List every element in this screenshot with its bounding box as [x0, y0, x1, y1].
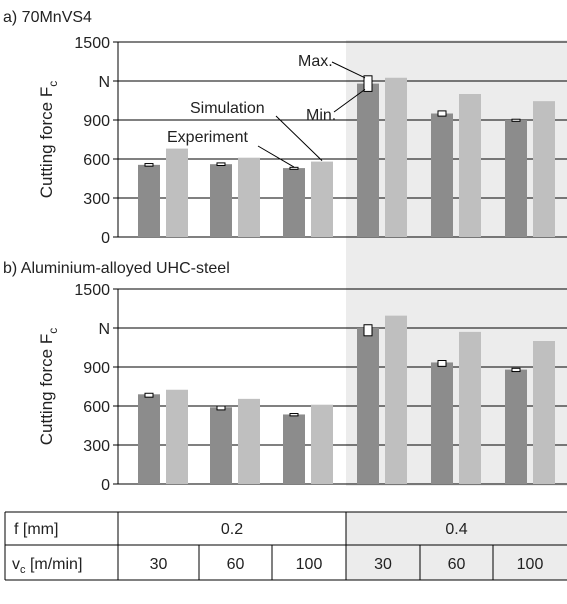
bar-simulation: [238, 157, 260, 237]
f-label: f [mm]: [14, 521, 58, 538]
bar-experiment: [431, 362, 453, 484]
min-max-box: [363, 324, 373, 337]
min-max-box: [363, 75, 373, 92]
y-tick-label: N: [98, 321, 110, 338]
f-value: 0.2: [221, 521, 243, 538]
bar-experiment: [357, 83, 379, 237]
bar-experiment: [210, 164, 232, 237]
f-value: 0.4: [445, 521, 467, 538]
bar-experiment: [210, 407, 232, 484]
annotation-simulation: Simulation: [190, 100, 265, 117]
chart-title: b) Aluminium-alloyed UHC-steel: [3, 260, 230, 277]
bar-experiment: [138, 394, 160, 484]
y-axis-label: Cutting force Fc: [37, 81, 60, 199]
min-max-box: [144, 163, 154, 167]
y-tick-label: 600: [83, 152, 110, 169]
y-tick-label: 600: [83, 399, 110, 416]
vc-value: 30: [374, 556, 392, 573]
bar-experiment: [431, 113, 453, 237]
y-tick-label: 1500: [74, 35, 110, 52]
annotation-leader: [257, 145, 295, 168]
y-tick-label: 900: [83, 113, 110, 130]
bar-simulation: [311, 161, 333, 237]
bar-experiment: [283, 414, 305, 484]
vc-label: vc [m/min]: [12, 556, 82, 576]
bar-simulation: [385, 77, 407, 237]
parameter-table: f [mm] vc [m/min] 0.2 0.4 30 60 100 30 60 100: [4, 511, 567, 581]
annotation-leader: [331, 61, 366, 79]
bar-experiment: [283, 168, 305, 237]
y-tick-label: 0: [101, 230, 110, 247]
min-max-box: [216, 405, 226, 411]
bar-simulation: [166, 389, 188, 484]
min-max-box: [437, 360, 447, 367]
annotation-max: Max.: [298, 53, 333, 70]
bar-simulation: [459, 94, 481, 237]
vc-value: 100: [296, 556, 323, 573]
y-tick-label: 1500: [74, 282, 110, 299]
bar-simulation: [459, 331, 481, 484]
bar-simulation: [238, 398, 260, 484]
min-max-box: [289, 166, 299, 170]
vc-value: 60: [227, 556, 245, 573]
min-max-box: [289, 413, 299, 417]
bar-experiment: [138, 164, 160, 237]
bar-experiment: [505, 369, 527, 484]
bar-simulation: [311, 404, 333, 484]
y-tick-label: 900: [83, 360, 110, 377]
annotation-min: Min.: [306, 107, 336, 124]
chart-panel-2: b) Aluminium-alloyed UHC-steel 0 300 600 900…: [3, 260, 567, 494]
bar-experiment: [505, 120, 527, 237]
y-tick-label: 0: [101, 477, 110, 494]
chart-title: a) 70MnVS4: [3, 9, 92, 26]
y-tick-label: 300: [83, 191, 110, 208]
y-tick-label: 300: [83, 438, 110, 455]
min-max-box: [511, 367, 521, 373]
vc-value: 60: [448, 556, 466, 573]
shaded-region: [346, 40, 567, 486]
y-tick-label: N: [98, 74, 110, 91]
min-max-box: [511, 118, 521, 122]
min-max-box: [216, 162, 226, 166]
vc-value: 30: [150, 556, 168, 573]
min-max-box: [144, 392, 154, 398]
bar-experiment: [357, 328, 379, 484]
annotation-leader: [333, 88, 366, 113]
table-shade: [346, 512, 567, 580]
vc-value: 100: [517, 556, 544, 573]
bar-simulation: [385, 315, 407, 484]
chart-panel-1: a) 70MnVS4 0 300 600 900 N 1500 Cutting force F…: [3, 9, 567, 247]
annotation-leader: [275, 115, 323, 161]
bar-simulation: [166, 148, 188, 237]
y-axis-label: Cutting force Fc: [37, 328, 60, 446]
bar-simulation: [533, 341, 555, 484]
bar-simulation: [533, 101, 555, 238]
annotation-experiment: Experiment: [167, 129, 248, 146]
min-max-box: [437, 110, 447, 117]
